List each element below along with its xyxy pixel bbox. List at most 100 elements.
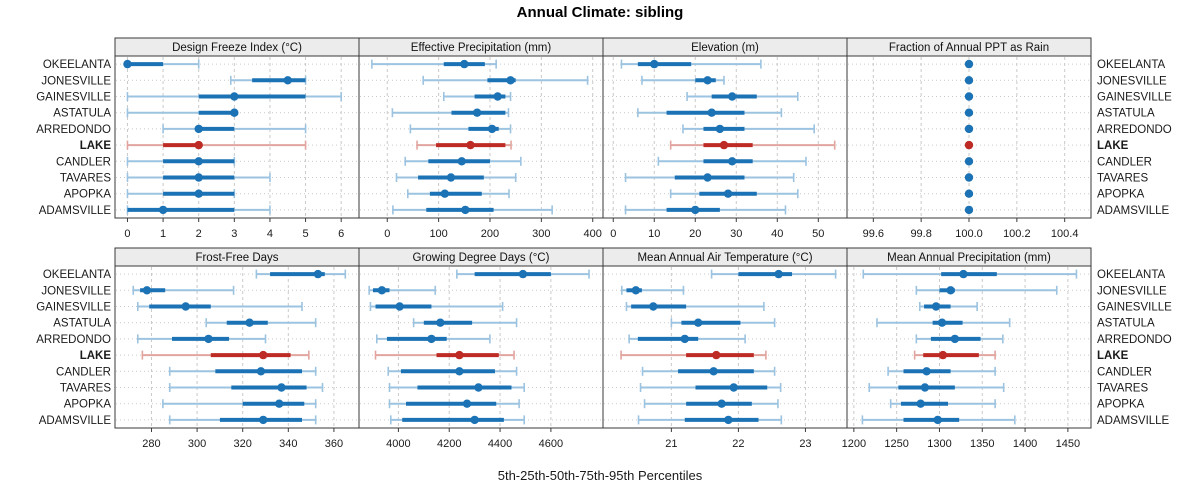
median-dot <box>964 76 974 85</box>
median-dot <box>256 367 266 376</box>
axis-tick-label: 300 <box>532 228 550 240</box>
series-row-astatula <box>205 318 317 328</box>
series-row-tavares <box>868 383 1005 392</box>
series-row-jonesville <box>422 75 589 85</box>
median-dot <box>274 399 284 408</box>
series-row-gainesville <box>964 92 974 101</box>
station-label-right-lake: LAKE <box>1097 140 1129 152</box>
median-dot <box>230 108 239 117</box>
axis-tick-label: 200 <box>481 228 499 240</box>
station-label-left-astatula: ASTATULA <box>53 108 111 120</box>
station-label-left-adamsville: ADAMSVILLE <box>39 205 112 217</box>
station-label-left-lake: LAKE <box>80 350 112 362</box>
median-dot <box>123 59 132 69</box>
series-row-lake <box>126 140 307 150</box>
median-dot <box>649 302 658 311</box>
series-row-tavares <box>168 383 324 392</box>
series-row-arredondo <box>964 124 974 134</box>
axis-tick-label: 300 <box>188 438 206 450</box>
series-row-arredondo <box>375 334 491 344</box>
series-row-astatula <box>964 108 974 117</box>
median-dot <box>462 399 472 408</box>
median-dot <box>774 269 783 279</box>
series-row-gainesville <box>625 302 765 311</box>
panel-title: Design Freeze Index (°C) <box>172 42 302 54</box>
series-row-adamsville <box>624 205 787 215</box>
median-dot <box>703 76 712 85</box>
axis-tick-label: 320 <box>234 438 252 450</box>
median-dot <box>395 302 404 311</box>
median-dot <box>703 173 712 182</box>
series-row-candler <box>641 366 776 376</box>
series-row-adamsville <box>964 205 974 215</box>
series-row-apopka <box>643 399 779 409</box>
series-row-lake <box>374 350 515 360</box>
series-row-tavares <box>388 383 526 392</box>
median-dot <box>493 92 502 101</box>
axis-tick-label: 1300 <box>927 438 951 450</box>
median-dot <box>727 157 737 166</box>
series-row-apopka <box>669 189 799 199</box>
series-row-adamsville <box>389 415 526 425</box>
series-row-jonesville <box>368 285 437 295</box>
panel-header <box>846 37 1092 57</box>
axis-tick-label: 1450 <box>1056 438 1080 450</box>
median-dot <box>461 205 470 215</box>
axis-tick-label: 4400 <box>488 438 512 450</box>
panel-fraction-of-annual-ppt-as-rain: 99.6 99.8 100.0 100.2 100.4 Fraction of Annua… <box>846 37 1092 240</box>
station-label-left-gainesville: GAINESVILLE <box>36 302 111 314</box>
median-dot <box>474 383 483 392</box>
axis-tick-label: 20 <box>689 228 701 240</box>
axis-tick-label: 10 <box>648 228 660 240</box>
series-row-adamsville <box>637 415 783 425</box>
axis-tick-label: 100.2 <box>1003 228 1031 240</box>
median-dot <box>719 140 729 150</box>
median-dot <box>707 108 716 117</box>
station-label-left-tavares: TAVARES <box>60 173 111 185</box>
series-row-candler <box>657 156 807 166</box>
axis-tick-label: 1350 <box>970 438 994 450</box>
median-dot <box>313 269 323 279</box>
series-row-lake <box>669 140 836 150</box>
median-dot <box>964 173 974 182</box>
series-row-tavares <box>395 173 517 182</box>
axis-tick-label: 40 <box>771 228 783 240</box>
axis-tick-label: 100 <box>429 228 447 240</box>
series-row-jonesville <box>915 285 1058 295</box>
station-label-right-lake: LAKE <box>1097 350 1129 362</box>
median-dot <box>712 350 721 360</box>
median-dot <box>964 157 974 166</box>
median-dot <box>440 189 449 198</box>
station-label-right-candler: CANDLER <box>1097 366 1152 378</box>
station-label-left-jonesville: JONESVILLE <box>41 75 111 87</box>
series-row-tavares <box>639 383 782 392</box>
median-dot <box>506 76 515 85</box>
median-dot <box>922 367 931 376</box>
series-row-astatula <box>126 108 239 118</box>
station-label-left-okeelanta: OKEELANTA <box>43 269 111 281</box>
median-dot <box>709 367 718 376</box>
station-label-right-gainesville: GAINESVILLE <box>1097 302 1172 314</box>
median-dot <box>650 59 659 69</box>
series-row-gainesville <box>918 302 978 311</box>
median-dot <box>259 415 268 425</box>
station-label-left-astatula: ASTATULA <box>53 318 111 330</box>
median-dot <box>691 205 700 215</box>
panel-title: Fraction of Annual PPT as Rain <box>889 42 1049 54</box>
station-label-right-arredondo: ARREDONDO <box>1097 124 1172 136</box>
station-label-left-arredondo: ARREDONDO <box>36 124 111 136</box>
series-row-candler <box>126 156 236 166</box>
panel-title: Mean Annual Precipitation (mm) <box>887 252 1051 264</box>
chart-title: Annual Climate: sibling <box>516 4 684 21</box>
median-dot <box>727 92 737 101</box>
axis-tick-label: 1250 <box>884 438 908 450</box>
series-row-apopka <box>388 399 520 409</box>
series-row-lake <box>964 140 974 150</box>
median-dot <box>717 399 726 408</box>
series-row-okeelanta <box>862 269 1078 279</box>
series-row-okeelanta <box>456 269 590 279</box>
panel-design-freeze-index-c: 0 1 2 3 4 5 6 Design Freeze Index (°C) <box>114 37 360 240</box>
series-row-adamsville <box>126 205 271 215</box>
series-row-adamsville <box>392 205 553 215</box>
